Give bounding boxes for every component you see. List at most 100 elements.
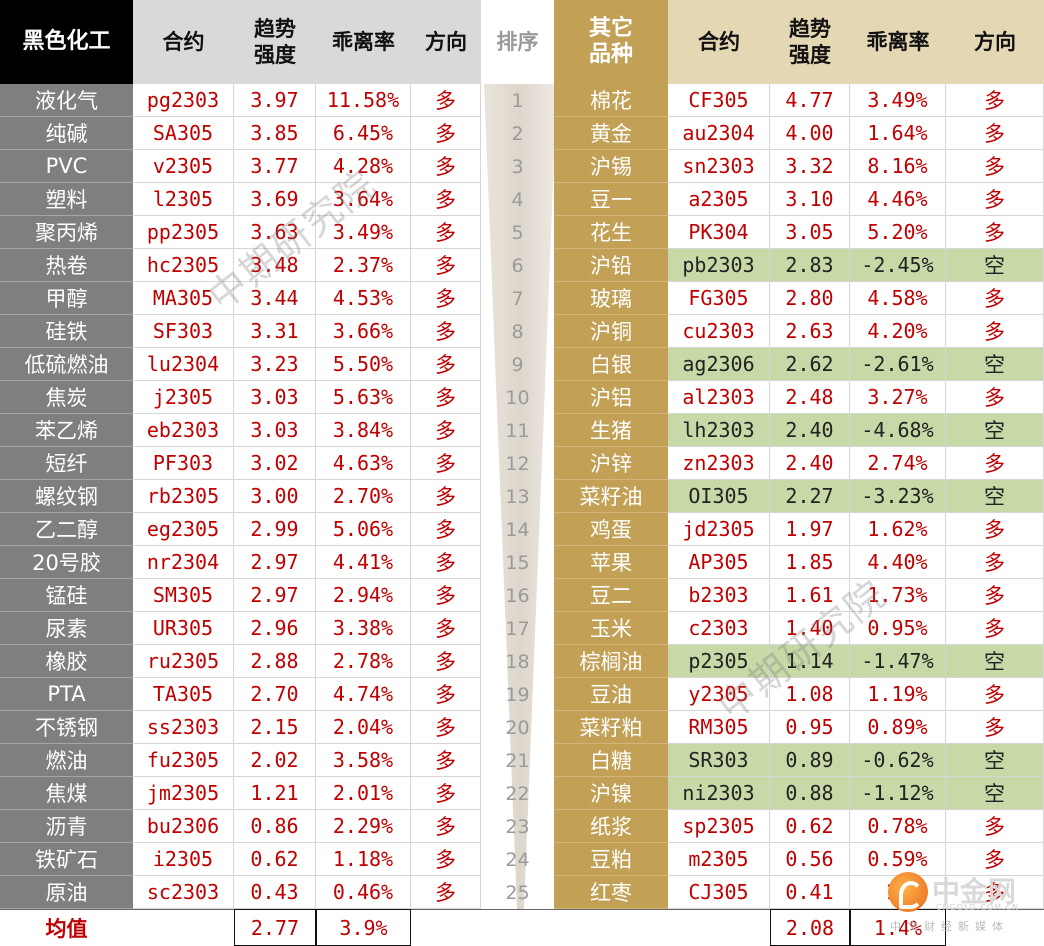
left-direction-cell: 多 bbox=[411, 84, 481, 117]
right-trend-cell: 0.95 bbox=[770, 711, 850, 744]
left-direction-cell: 多 bbox=[411, 414, 481, 447]
right-contract-cell: FG305 bbox=[668, 282, 770, 315]
right-name-cell: 白银 bbox=[554, 348, 668, 381]
left-trend-cell: 3.23 bbox=[234, 348, 316, 381]
left-deviation-cell: 3.66% bbox=[316, 315, 411, 348]
right-contract-cell: pb2303 bbox=[668, 249, 770, 282]
right-name-cell: 花生 bbox=[554, 216, 668, 249]
right-contract-cell: a2305 bbox=[668, 183, 770, 216]
right-direction-cell: 空 bbox=[946, 348, 1044, 381]
left-deviation-cell: 4.53% bbox=[316, 282, 411, 315]
left-deviation-cell: 2.04% bbox=[316, 711, 411, 744]
header-trend-left: 趋势 强度 bbox=[234, 0, 316, 84]
right-trend-cell: 2.40 bbox=[770, 447, 850, 480]
right-deviation-cell: -2.45% bbox=[850, 249, 946, 282]
right-direction-cell: 多 bbox=[946, 150, 1044, 183]
left-name-cell: 聚丙烯 bbox=[0, 216, 133, 249]
left-contract-cell: lu2304 bbox=[133, 348, 234, 381]
left-name-cell: 短纤 bbox=[0, 447, 133, 480]
left-deviation-cell: 1.18% bbox=[316, 843, 411, 876]
right-contract-cell: y2305 bbox=[668, 678, 770, 711]
rank-cell: 13 bbox=[505, 485, 530, 508]
right-deviation-cell: 5.20% bbox=[850, 216, 946, 249]
left-trend-cell: 0.86 bbox=[234, 810, 316, 843]
right-direction-cell: 空 bbox=[946, 645, 1044, 678]
right-name-cell: 豆油 bbox=[554, 678, 668, 711]
right-trend-cell: 4.77 bbox=[770, 84, 850, 117]
right-contract-cell: p2305 bbox=[668, 645, 770, 678]
right-trend-average: 2.08 bbox=[770, 909, 850, 946]
right-trend-cell: 2.48 bbox=[770, 381, 850, 414]
right-trend-cell: 1.08 bbox=[770, 678, 850, 711]
header-direction-left: 方向 bbox=[411, 0, 481, 84]
left-name-cell: 尿素 bbox=[0, 612, 133, 645]
left-trend-cell: 2.97 bbox=[234, 546, 316, 579]
right-name-cell: 菜籽油 bbox=[554, 480, 668, 513]
right-name-cell: 豆二 bbox=[554, 579, 668, 612]
left-contract-cell: jm2305 bbox=[133, 777, 234, 810]
footer-blank bbox=[481, 909, 554, 946]
right-trend-cell: 2.83 bbox=[770, 249, 850, 282]
left-trend-cell: 2.02 bbox=[234, 744, 316, 777]
left-deviation-cell: 4.28% bbox=[316, 150, 411, 183]
left-trend-cell: 3.63 bbox=[234, 216, 316, 249]
rank-cell: 19 bbox=[505, 683, 530, 706]
header-category-right: 其它 品种 bbox=[554, 0, 668, 84]
left-deviation-cell: 2.01% bbox=[316, 777, 411, 810]
left-name-cell: 螺纹钢 bbox=[0, 480, 133, 513]
right-contract-cell: SR303 bbox=[668, 744, 770, 777]
header-direction-right: 方向 bbox=[946, 0, 1044, 84]
left-name-cell: 原油 bbox=[0, 876, 133, 909]
left-name-cell: 沥青 bbox=[0, 810, 133, 843]
left-direction-cell: 多 bbox=[411, 480, 481, 513]
left-deviation-cell: 5.63% bbox=[316, 381, 411, 414]
rank-cell: 12 bbox=[505, 452, 530, 475]
right-name-cell: 苹果 bbox=[554, 546, 668, 579]
right-direction-cell: 空 bbox=[946, 249, 1044, 282]
left-deviation-cell: 3.49% bbox=[316, 216, 411, 249]
right-direction-cell: 多 bbox=[946, 810, 1044, 843]
left-name-cell: 橡胶 bbox=[0, 645, 133, 678]
left-contract-cell: nr2304 bbox=[133, 546, 234, 579]
right-deviation-cell: -2.61% bbox=[850, 348, 946, 381]
rank-cell: 10 bbox=[505, 386, 530, 409]
right-trend-cell: 0.88 bbox=[770, 777, 850, 810]
right-deviation-cell: 4.58% bbox=[850, 282, 946, 315]
right-trend-cell: 1.14 bbox=[770, 645, 850, 678]
left-trend-average: 2.77 bbox=[234, 909, 316, 946]
right-name-cell: 棕榈油 bbox=[554, 645, 668, 678]
right-direction-cell: 空 bbox=[946, 744, 1044, 777]
right-deviation-cell: 0.78% bbox=[850, 810, 946, 843]
left-trend-cell: 3.69 bbox=[234, 183, 316, 216]
left-contract-cell: hc2305 bbox=[133, 249, 234, 282]
left-name-cell: 不锈钢 bbox=[0, 711, 133, 744]
right-trend-cell: 0.56 bbox=[770, 843, 850, 876]
right-name-cell: 沪镍 bbox=[554, 777, 668, 810]
right-deviation-cell: 8.16% bbox=[850, 150, 946, 183]
right-contract-cell: sp2305 bbox=[668, 810, 770, 843]
left-name-cell: 20号胶 bbox=[0, 546, 133, 579]
header-contract-left: 合约 bbox=[133, 0, 234, 84]
right-deviation-cell: -4.68% bbox=[850, 414, 946, 447]
left-direction-cell: 多 bbox=[411, 348, 481, 381]
right-contract-cell: sn2303 bbox=[668, 150, 770, 183]
right-name-cell: 沪铅 bbox=[554, 249, 668, 282]
rank-cell: 9 bbox=[511, 353, 524, 376]
left-name-cell: 铁矿石 bbox=[0, 843, 133, 876]
left-contract-cell: j2305 bbox=[133, 381, 234, 414]
rank-cell: 21 bbox=[505, 749, 530, 772]
right-trend-cell: 1.61 bbox=[770, 579, 850, 612]
right-deviation-cell: 4.46% bbox=[850, 183, 946, 216]
footer-blank bbox=[411, 909, 481, 946]
rank-cell: 20 bbox=[505, 716, 530, 739]
right-trend-cell: 3.32 bbox=[770, 150, 850, 183]
right-direction-cell: 多 bbox=[946, 843, 1044, 876]
rank-cell: 2 bbox=[511, 122, 524, 145]
left-name-cell: PVC bbox=[0, 150, 133, 183]
left-contract-cell: i2305 bbox=[133, 843, 234, 876]
rank-cell: 8 bbox=[511, 320, 524, 343]
left-trend-cell: 2.96 bbox=[234, 612, 316, 645]
right-name-cell: 玻璃 bbox=[554, 282, 668, 315]
left-deviation-cell: 0.46% bbox=[316, 876, 411, 909]
left-direction-cell: 多 bbox=[411, 843, 481, 876]
